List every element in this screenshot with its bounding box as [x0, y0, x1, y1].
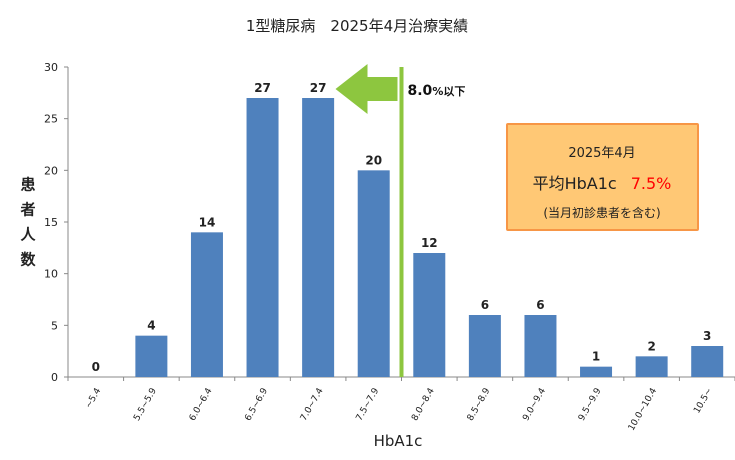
callout-average-label: 平均HbA1c: [533, 174, 617, 193]
callout-box: [506, 123, 699, 231]
x-tick-label: 10.0~10.4: [627, 386, 660, 432]
data-label: 2: [647, 339, 655, 353]
data-label: 12: [421, 236, 438, 250]
bar: [135, 335, 168, 377]
y-axis-label-char: 者: [20, 201, 35, 219]
bar: [524, 315, 557, 377]
x-tick-label: 8.5~8.9: [466, 386, 493, 423]
x-tick-label: ~5.4: [84, 386, 104, 410]
y-tick-label: 20: [44, 164, 58, 177]
threshold-label: 8.0%以下: [408, 83, 466, 99]
bar: [190, 232, 223, 377]
bar: [635, 356, 668, 377]
threshold-line: [399, 67, 404, 377]
y-axis-label-char: 数: [20, 251, 36, 269]
data-label: 0: [92, 360, 100, 374]
x-tick-label: 7.0~7.4: [299, 386, 326, 423]
x-tick-label: 6.5~6.9: [243, 386, 270, 423]
data-label: 3: [703, 329, 711, 343]
bar: [468, 315, 501, 377]
y-tick-label: 10: [44, 268, 58, 281]
bar: [691, 346, 724, 377]
bars: [135, 98, 724, 377]
data-label: 6: [536, 298, 544, 312]
left-arrow-icon: [335, 64, 398, 114]
x-tick-label: 8.0~8.4: [410, 386, 437, 423]
bar: [302, 98, 335, 377]
y-axis: 0 5 10 15 20 25 30: [44, 61, 69, 384]
y-tick-label: 25: [44, 113, 58, 126]
data-label: 27: [310, 81, 327, 95]
data-label: 6: [481, 298, 489, 312]
x-axis-label: HbA1c: [374, 432, 423, 450]
callout-date: 2025年4月: [568, 146, 635, 161]
bar: [580, 366, 613, 377]
data-label: 4: [147, 319, 155, 333]
y-axis-label-char: 患: [20, 176, 35, 194]
data-label: 27: [254, 81, 271, 95]
x-tick-label: 6.0~6.4: [188, 386, 215, 423]
data-label: 20: [365, 153, 382, 167]
threshold-label-main: 8.0: [408, 83, 433, 99]
data-label: 14: [199, 215, 216, 229]
bar: [413, 253, 446, 377]
x-tick-label: 9.0~9.4: [521, 386, 548, 423]
chart-title: 1型糖尿病 2025年4月治療実績: [246, 17, 468, 35]
y-tick-label: 15: [44, 216, 58, 229]
y-tick-label: 5: [51, 319, 58, 332]
y-tick-label: 0: [51, 371, 58, 384]
average-callout: 2025年4月 平均HbA1c 7.5% (当月初診患者を含む): [506, 123, 699, 231]
threshold-label-small: %以下: [432, 85, 465, 98]
x-tick-labels: ~5.4 5.5~5.9 6.0~6.4 6.5~6.9 7.0~7.4 7.5~7.9 8…: [84, 386, 715, 432]
y-tick-label: 30: [44, 61, 58, 74]
x-tick-label: 7.5~7.9: [355, 386, 382, 423]
callout-average-value: 7.5%: [631, 174, 672, 193]
x-tick-label: 9.5~9.9: [577, 386, 604, 423]
callout-average: 平均HbA1c 7.5%: [533, 174, 672, 193]
threshold-marker: 8.0%以下: [335, 64, 466, 377]
bar: [246, 98, 279, 377]
data-label: 1: [592, 350, 600, 364]
x-axis: [67, 376, 735, 381]
x-tick-label: 10.5~: [692, 387, 714, 416]
bar: [357, 170, 390, 377]
x-tick-label: 5.5~5.9: [132, 386, 159, 423]
y-axis-label-char: 人: [20, 226, 36, 244]
callout-note: (当月初診患者を含む): [543, 205, 660, 220]
